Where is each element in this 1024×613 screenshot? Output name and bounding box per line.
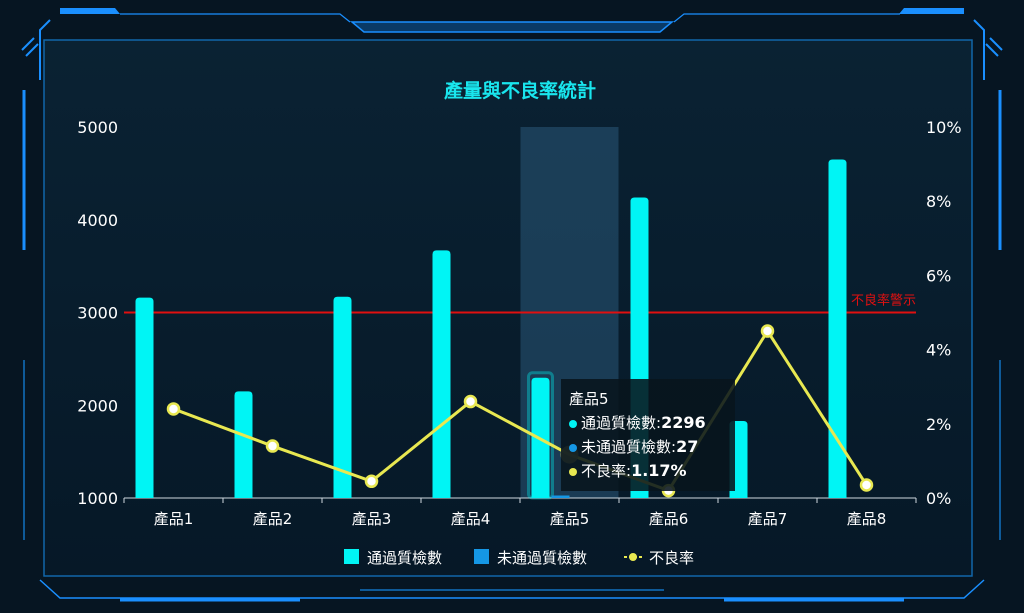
rate-point[interactable] xyxy=(364,474,379,489)
y-left-tick: 2000 xyxy=(77,396,118,415)
bar-hover-outline xyxy=(527,371,554,500)
legend[interactable]: 通過質檢數 未通過質檢數 不良率 xyxy=(344,549,694,567)
legend-item-fail[interactable]: 未通過質檢數 xyxy=(474,549,587,567)
y-right-tick: 8% xyxy=(926,192,951,211)
rate-point[interactable] xyxy=(463,394,478,409)
tooltip-dot-rate xyxy=(569,467,577,476)
y-right-tick: 2% xyxy=(926,415,951,434)
tooltip-row-rate: 不良率:1.17% xyxy=(569,459,735,483)
tooltip-value: 27 xyxy=(676,437,699,456)
x-tick-label: 產品1 xyxy=(154,510,194,528)
x-tick-label: 產品8 xyxy=(847,510,887,528)
tooltip-value: 1.17% xyxy=(631,461,687,480)
rate-point[interactable] xyxy=(166,402,181,416)
tooltip-title: 產品5 xyxy=(569,390,609,408)
legend-label: 通過質檢數 xyxy=(367,549,442,567)
x-tick-label: 產品4 xyxy=(451,510,491,528)
tooltip-label: 不良率: xyxy=(581,462,632,480)
y-left-tick: 5000 xyxy=(77,118,118,137)
x-tick-label: 產品7 xyxy=(748,510,788,528)
legend-label: 未通過質檢數 xyxy=(497,549,587,567)
bar-pass[interactable] xyxy=(135,297,154,498)
y-right-tick: 4% xyxy=(926,341,951,360)
x-tick-label: 產品5 xyxy=(550,510,590,528)
bar-pass[interactable] xyxy=(828,159,847,498)
warning-label: 不良率警示 xyxy=(851,293,916,309)
legend-swatch xyxy=(474,549,489,564)
x-tick-label: 產品3 xyxy=(352,510,392,528)
bar-pass[interactable] xyxy=(234,391,253,498)
chart-title: 產量與不良率統計 xyxy=(444,79,596,102)
y-right-tick: 10% xyxy=(926,118,962,137)
legend-label: 不良率 xyxy=(649,549,694,567)
tooltip-value: 2296 xyxy=(661,413,706,432)
legend-swatch-dot xyxy=(629,553,637,561)
y-right-tick: 0% xyxy=(926,489,951,508)
legend-swatch xyxy=(344,549,359,564)
rate-point[interactable] xyxy=(859,478,874,492)
tooltip-row-fail: 未通過質檢數:27 xyxy=(569,435,735,459)
y-left-tick: 1000 xyxy=(77,489,118,508)
bar-pass[interactable] xyxy=(333,296,352,498)
legend-item-pass[interactable]: 通過質檢數 xyxy=(344,549,442,567)
bar-pass[interactable] xyxy=(432,250,451,498)
y-left-tick: 3000 xyxy=(77,304,118,323)
x-tick-label: 產品6 xyxy=(649,510,689,528)
tooltip-dot-pass xyxy=(569,419,577,428)
tooltip-row-pass: 通過質檢數:2296 xyxy=(569,411,735,435)
x-tick-label: 產品2 xyxy=(253,510,293,528)
tooltip-label: 通過質檢數: xyxy=(581,414,662,432)
tooltip-label: 未通過質檢數: xyxy=(581,438,677,456)
rate-point[interactable] xyxy=(265,439,280,453)
tooltip-dot-fail xyxy=(569,443,577,452)
bar-fail[interactable] xyxy=(551,495,570,498)
rate-point[interactable] xyxy=(760,324,775,338)
y-left-tick: 4000 xyxy=(77,211,118,230)
tooltip: 產品5 通過質檢數:2296 未通過質檢數:27 不良率:1.17% xyxy=(561,379,735,491)
y-right-tick: 6% xyxy=(926,266,951,285)
rate-line xyxy=(172,328,868,493)
legend-item-rate[interactable]: 不良率 xyxy=(624,549,694,567)
